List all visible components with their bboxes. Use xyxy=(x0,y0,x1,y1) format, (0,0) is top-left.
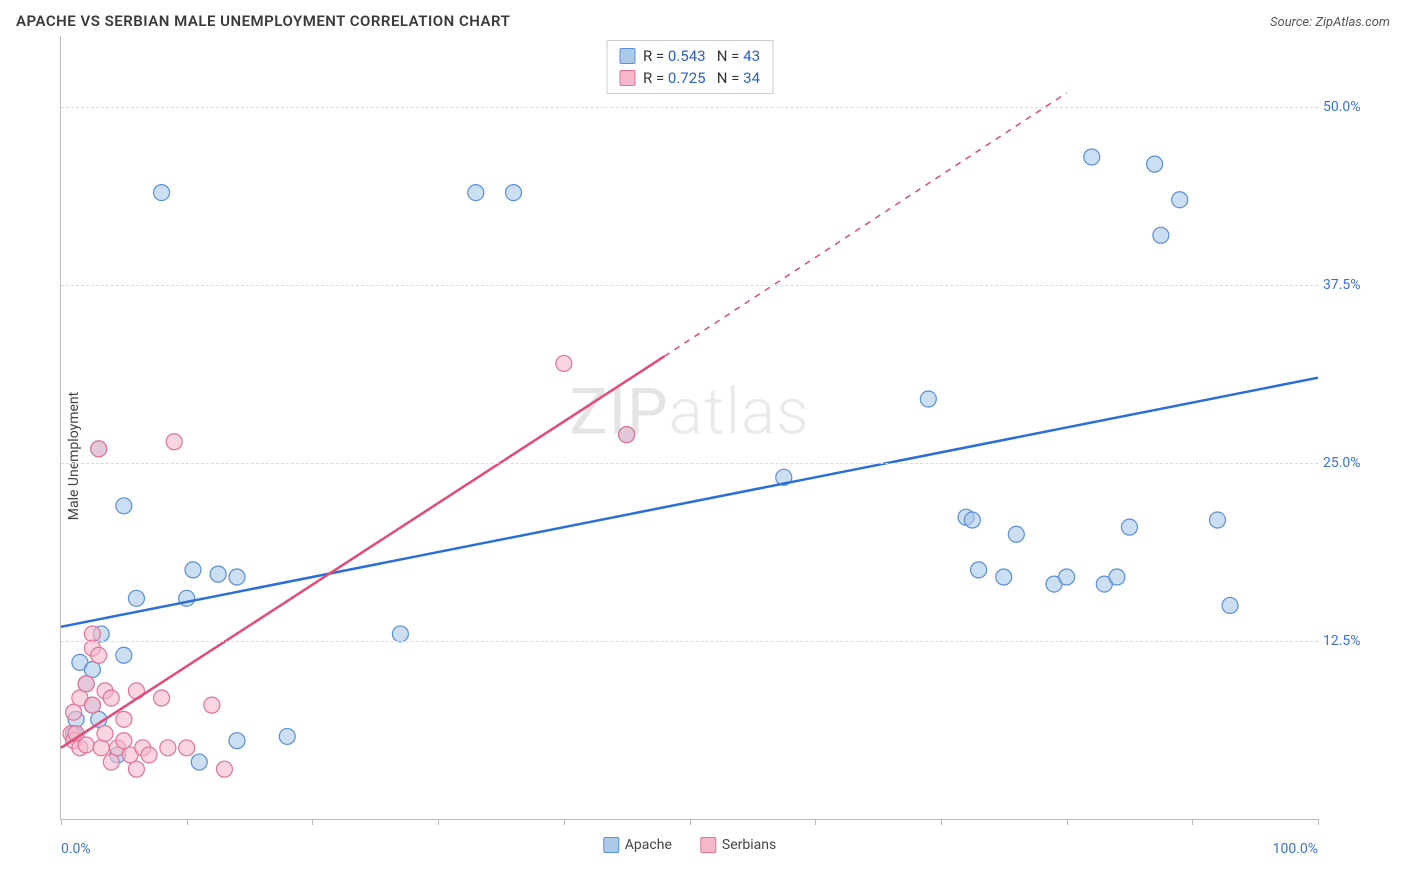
data-point xyxy=(506,185,522,201)
data-point xyxy=(279,728,295,744)
data-point xyxy=(964,512,980,528)
legend-item: Serbians xyxy=(700,837,776,853)
data-point xyxy=(84,662,100,678)
data-point xyxy=(179,740,195,756)
plot-area: ZIPatlas 0.0% 100.0% ApacheSerbians R = … xyxy=(60,36,1318,820)
legend-swatch xyxy=(700,837,716,853)
correlation-chart: Male Unemployment ZIPatlas 0.0% 100.0% A… xyxy=(16,36,1388,876)
data-point xyxy=(116,498,132,514)
data-point xyxy=(154,690,170,706)
legend-bottom: Apache Serbians xyxy=(603,837,776,853)
data-point xyxy=(128,761,144,777)
x-axis-max-label: 100.0% xyxy=(1273,841,1318,857)
legend-label: Serbians xyxy=(722,837,776,853)
data-point xyxy=(971,562,987,578)
data-point xyxy=(1147,156,1163,172)
trend-line xyxy=(61,378,1318,627)
x-tick xyxy=(438,819,439,825)
trend-line-dashed xyxy=(664,93,1066,356)
x-tick xyxy=(61,819,62,825)
data-point xyxy=(154,185,170,201)
data-point xyxy=(128,590,144,606)
x-tick xyxy=(1192,819,1193,825)
data-point xyxy=(920,391,936,407)
source-label: Source: ZipAtlas.com xyxy=(1270,15,1390,30)
gridline-h xyxy=(61,285,1318,286)
y-tick-label: 12.5% xyxy=(1323,633,1378,649)
data-point xyxy=(1059,569,1075,585)
data-point xyxy=(1209,512,1225,528)
y-tick-label: 37.5% xyxy=(1323,277,1378,293)
stats-text: R = 0.725 N = 34 xyxy=(643,69,760,87)
data-point xyxy=(1084,149,1100,165)
x-tick xyxy=(312,819,313,825)
data-point xyxy=(1222,597,1238,613)
data-point xyxy=(1109,569,1125,585)
stats-swatch xyxy=(619,70,635,86)
data-point xyxy=(97,726,113,742)
data-point xyxy=(210,566,226,582)
data-point xyxy=(1172,192,1188,208)
x-tick xyxy=(815,819,816,825)
stats-row: R = 0.543 N = 43 xyxy=(619,45,760,67)
data-point xyxy=(392,626,408,642)
data-point xyxy=(619,427,635,443)
plot-svg xyxy=(61,36,1318,819)
legend-item: Apache xyxy=(603,837,672,853)
data-point xyxy=(1008,526,1024,542)
data-point xyxy=(116,711,132,727)
data-point xyxy=(556,355,572,371)
data-point xyxy=(116,647,132,663)
data-point xyxy=(185,562,201,578)
gridline-h xyxy=(61,463,1318,464)
data-point xyxy=(229,733,245,749)
x-tick xyxy=(690,819,691,825)
data-point xyxy=(93,740,109,756)
stats-row: R = 0.725 N = 34 xyxy=(619,67,760,89)
trend-line xyxy=(61,356,664,748)
data-point xyxy=(91,441,107,457)
x-tick xyxy=(187,819,188,825)
data-point xyxy=(78,676,94,692)
data-point xyxy=(116,733,132,749)
data-point xyxy=(166,434,182,450)
data-point xyxy=(160,740,176,756)
chart-title: APACHE VS SERBIAN MALE UNEMPLOYMENT CORR… xyxy=(16,12,510,30)
data-point xyxy=(78,737,94,753)
data-point xyxy=(91,647,107,663)
data-point xyxy=(66,704,82,720)
x-tick xyxy=(1318,819,1319,825)
stats-swatch xyxy=(619,48,635,64)
data-point xyxy=(84,697,100,713)
legend-swatch xyxy=(603,837,619,853)
data-point xyxy=(84,626,100,642)
data-point xyxy=(191,754,207,770)
x-tick xyxy=(1067,819,1068,825)
x-axis-min-label: 0.0% xyxy=(61,841,91,857)
data-point xyxy=(103,690,119,706)
gridline-h xyxy=(61,641,1318,642)
data-point xyxy=(216,761,232,777)
legend-label: Apache xyxy=(625,837,672,853)
x-tick xyxy=(941,819,942,825)
data-point xyxy=(141,747,157,763)
data-point xyxy=(1121,519,1137,535)
data-point xyxy=(204,697,220,713)
x-tick xyxy=(564,819,565,825)
stats-box: R = 0.543 N = 43 R = 0.725 N = 34 xyxy=(606,40,773,94)
data-point xyxy=(468,185,484,201)
y-tick-label: 25.0% xyxy=(1323,455,1378,471)
data-point xyxy=(1153,227,1169,243)
gridline-h xyxy=(61,107,1318,108)
data-point xyxy=(229,569,245,585)
stats-text: R = 0.543 N = 43 xyxy=(643,47,760,65)
data-point xyxy=(996,569,1012,585)
y-tick-label: 50.0% xyxy=(1323,99,1378,115)
data-point xyxy=(103,754,119,770)
